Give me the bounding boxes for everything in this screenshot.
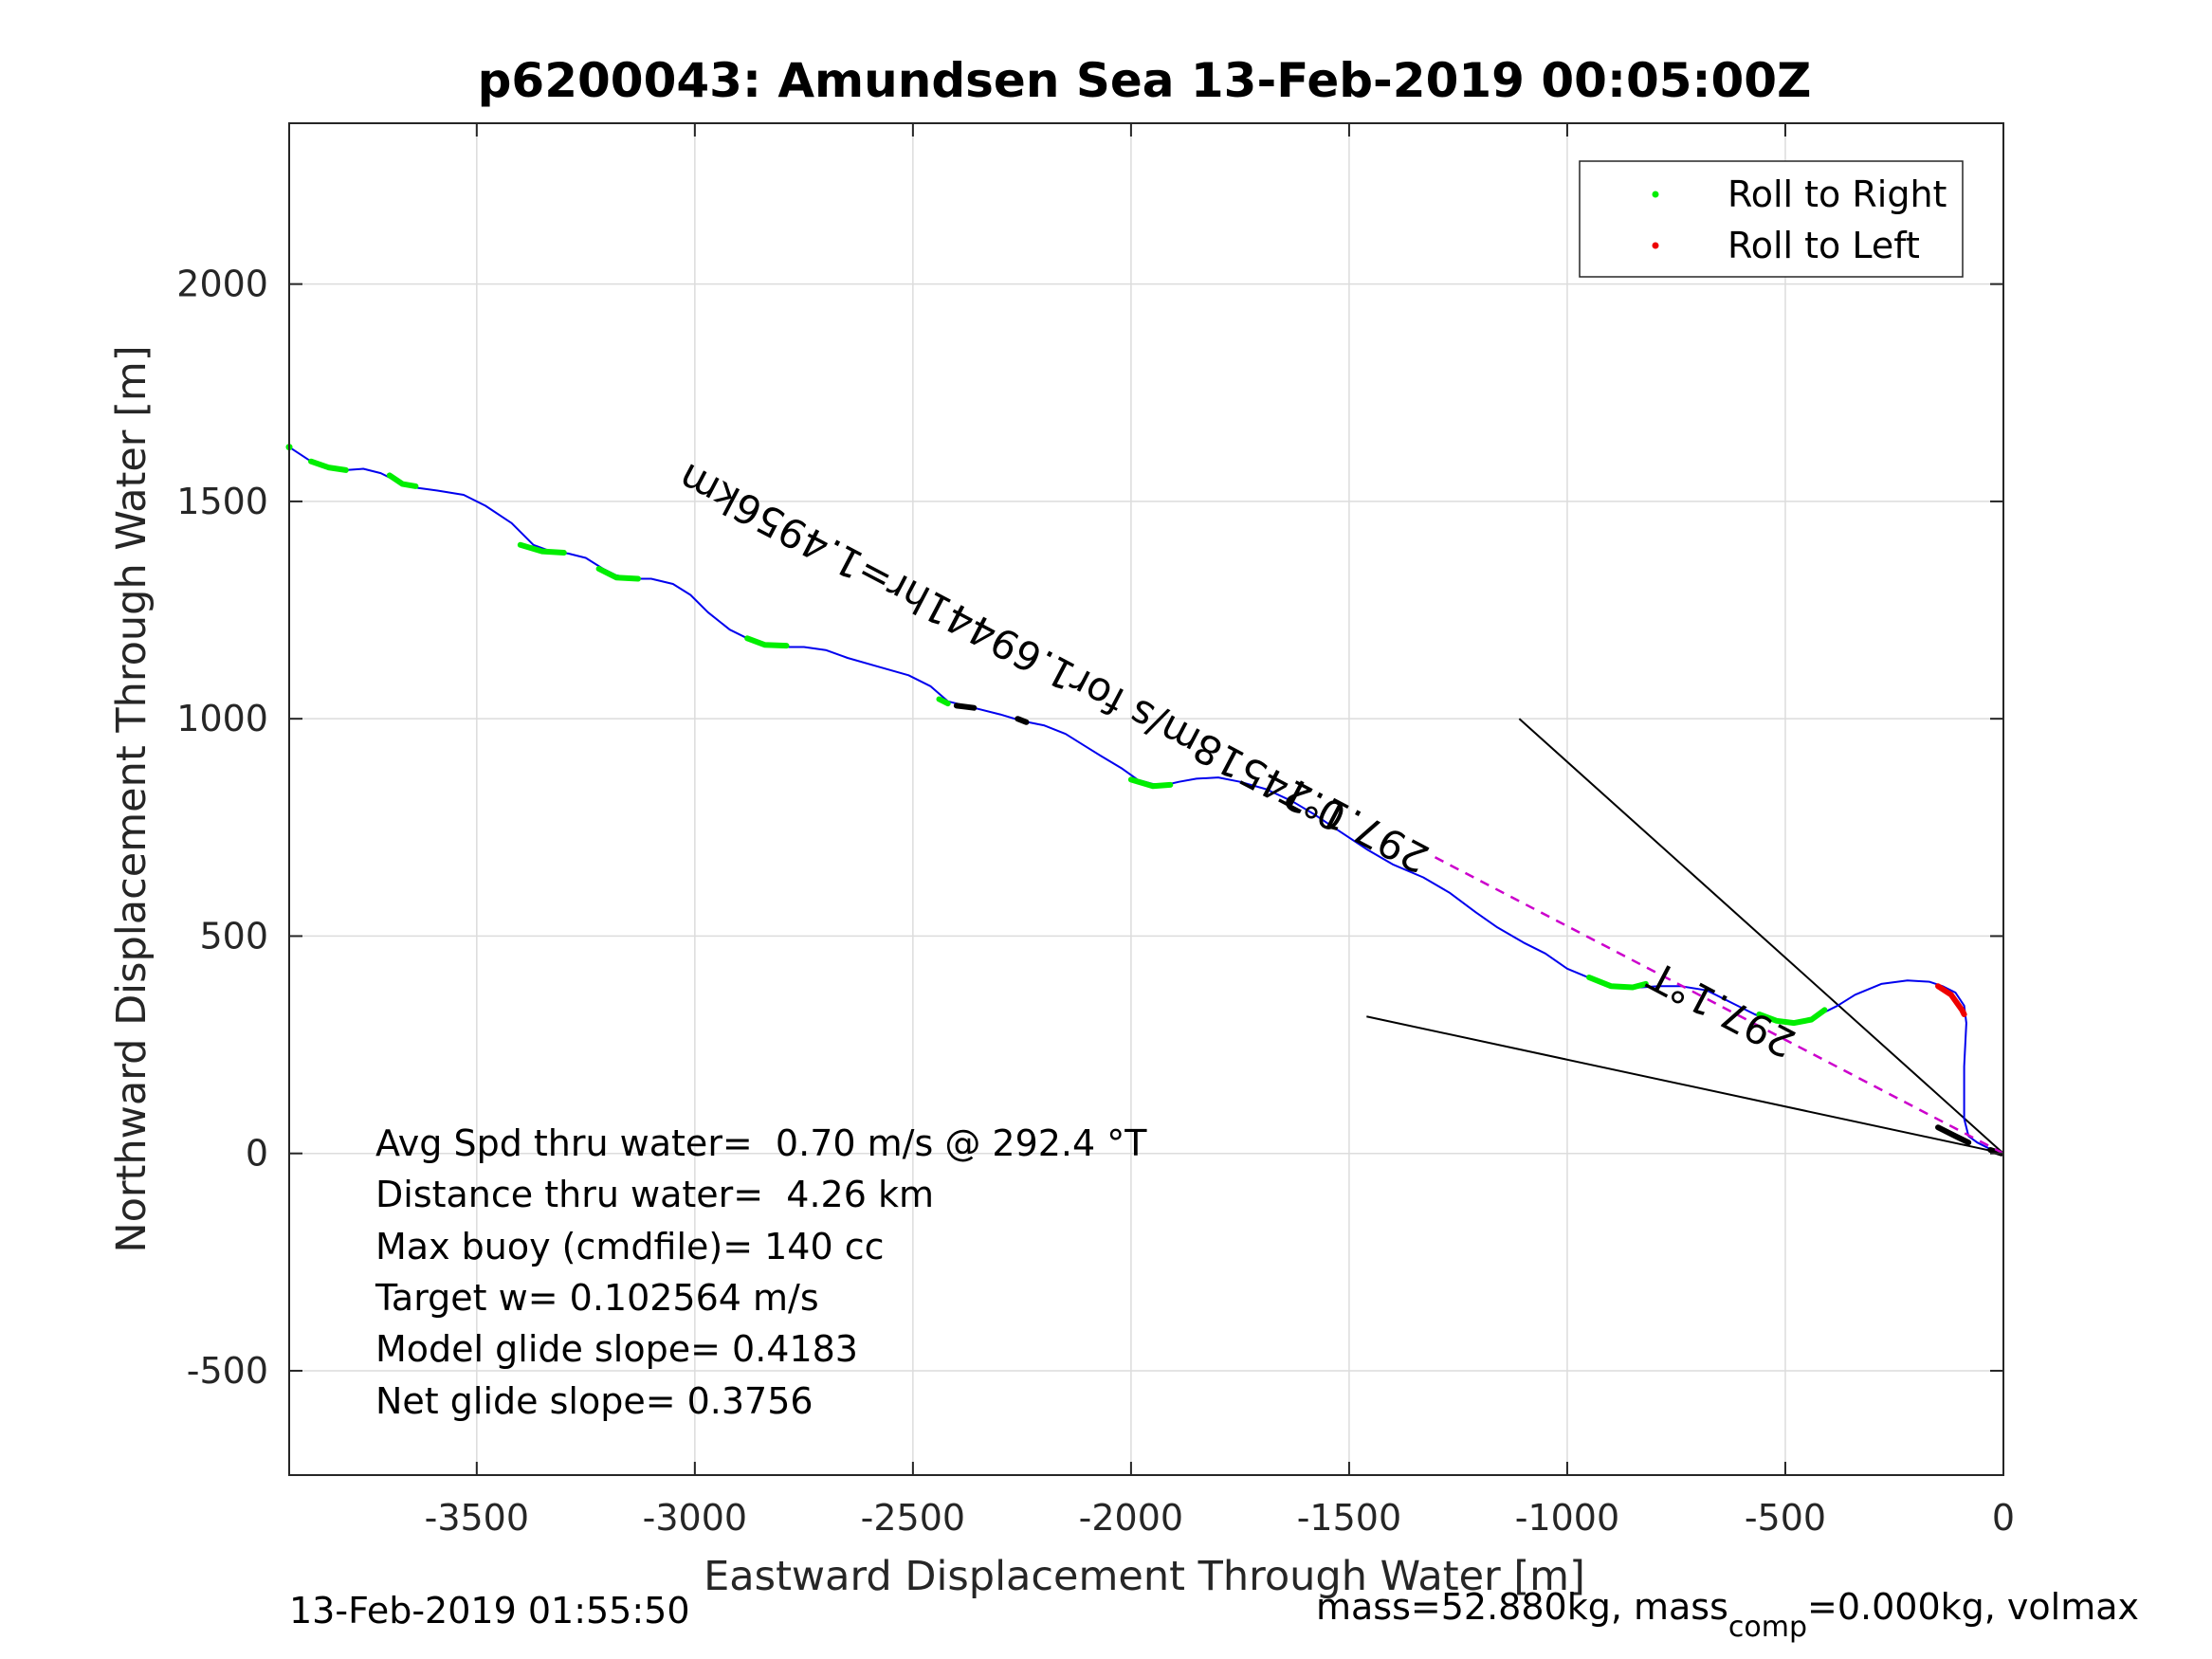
stats-net-glide: Net glide slope= 0.3756 (375, 1380, 814, 1422)
stats-model-glide: Model glide slope= 0.4183 (375, 1328, 858, 1370)
y-tick-label: 1500 (176, 481, 268, 522)
y-tick-label: 0 (246, 1133, 268, 1175)
footer-mass-sub: comp (1728, 1611, 1807, 1644)
annotation-layer: 0.24518m/s for1.69441hr=1.4956km297.1°T2… (671, 454, 1803, 1066)
footer-mass-suffix: =0.000kg, volmax (1807, 1586, 2139, 1628)
roll-right-segment (1756, 1007, 1828, 1027)
legend: Roll to Right Roll to Left (1579, 160, 1964, 278)
y-tick-label: 1000 (176, 698, 268, 739)
stats-target-w: Target w= 0.102564 m/s (375, 1277, 819, 1319)
current-vector-line (1431, 854, 2004, 1155)
y-axis-label: Northward Displacement Through Water [m] (108, 345, 155, 1252)
stats-avg-speed: Avg Spd thru water= 0.70 m/s @ 292.4 °T (375, 1122, 1147, 1164)
x-tick-label: -500 (1745, 1497, 1826, 1539)
roll-right-segment (308, 458, 349, 473)
legend-box (1579, 160, 1964, 278)
roll-right-segment (595, 566, 641, 582)
roll-right-segment (517, 541, 567, 556)
roll-right-segment (1586, 975, 1649, 991)
chart-title: p6200043: Amundsen Sea 13-Feb-2019 00:05… (478, 53, 1812, 108)
wedge-line (1518, 718, 2004, 1155)
y-tick-label: 2000 (176, 264, 268, 305)
track-annotation: 297.1°T (1274, 767, 1436, 882)
x-tick-label: -3000 (643, 1497, 747, 1539)
black-marks-segment (1935, 1124, 1972, 1146)
footer-mass: mass=52.880kg, masscomp=0.000kg, volmax (1316, 1586, 2139, 1644)
black-marks-segment (953, 702, 978, 711)
legend-roll-right-label: Roll to Right (1728, 173, 1947, 215)
x-tick-label: -2000 (1079, 1497, 1183, 1539)
grid (289, 123, 2004, 1475)
black-marks-segment (1015, 716, 1030, 725)
legend-roll-right-marker (1652, 191, 1659, 198)
legend-roll-left-marker (1652, 242, 1659, 249)
stats-max-buoy: Max buoy (cmdfile)= 140 cc (375, 1226, 885, 1267)
x-axis-label: Eastward Displacement Through Water [m] (704, 1553, 1585, 1600)
y-tick-label: -500 (187, 1350, 268, 1392)
x-tick-label: -1500 (1297, 1497, 1401, 1539)
roll-right-segment (1127, 776, 1174, 790)
legend-roll-left-label: Roll to Left (1728, 225, 1920, 266)
stats-distance: Distance thru water= 4.26 km (375, 1174, 934, 1215)
roll-right-segment (386, 472, 419, 489)
track-annotation: 297.1°T (1641, 952, 1803, 1066)
x-tick-label: -2500 (861, 1497, 965, 1539)
ticks: -3500 -3000 -2500 -2000 -1500 -1000 -500 0 -500 0… (176, 123, 2015, 1539)
y-tick-label: 500 (199, 915, 268, 957)
footer-mass-prefix: mass=52.880kg, mass (1316, 1586, 1728, 1628)
axes-box (288, 122, 2004, 1476)
x-tick-label: -3500 (425, 1497, 529, 1539)
roll-right-segment (744, 635, 790, 649)
roll-right-segment (936, 696, 951, 707)
roll-left-segment (1935, 983, 1967, 1017)
x-tick-label: 0 (1992, 1497, 2015, 1539)
stats-block: Avg Spd thru water= 0.70 m/s @ 292.4 °T … (375, 1122, 1147, 1422)
wedge-line (1366, 1015, 2004, 1155)
x-tick-label: -1000 (1515, 1497, 1619, 1539)
footer-timestamp: 13-Feb-2019 01:55:50 (289, 1590, 690, 1632)
series-layer (285, 444, 2004, 1157)
